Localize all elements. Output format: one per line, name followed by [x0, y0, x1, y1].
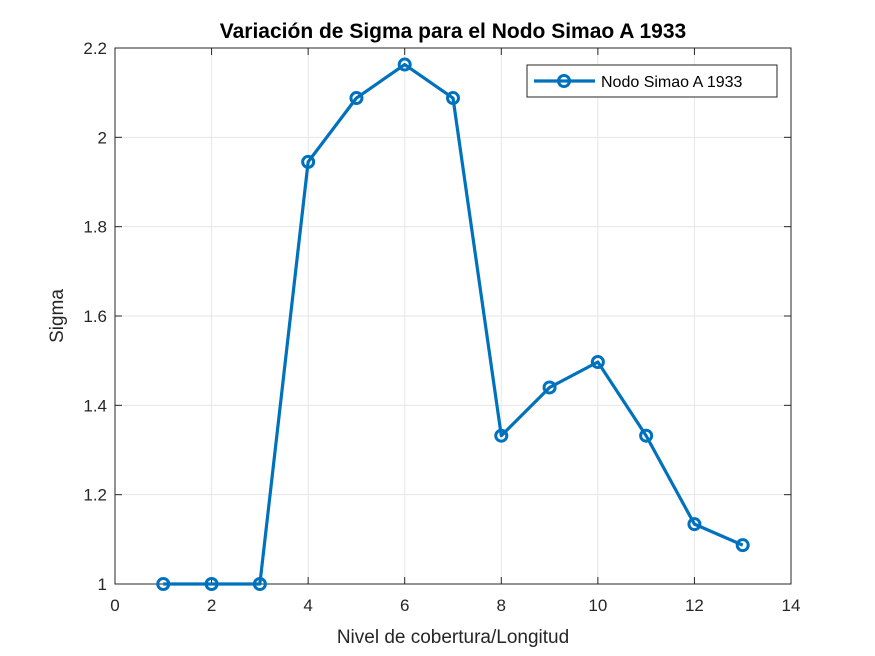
legend-marker [557, 74, 571, 88]
x-tick-label: 8 [497, 596, 506, 615]
data-point-marker [252, 577, 267, 591]
x-tick-label: 2 [207, 596, 216, 615]
data-point-marker [542, 380, 557, 395]
data-point-marker [590, 355, 605, 370]
data-point-marker [349, 91, 364, 106]
data-point-marker [446, 91, 460, 106]
data-point-marker [397, 57, 412, 72]
legend: Nodo Simao A 1933 [526, 64, 778, 98]
data-point-marker [735, 538, 750, 553]
series-layer [156, 57, 750, 591]
x-tick-label: 14 [782, 596, 801, 615]
data-point-marker [687, 517, 702, 532]
data-point-marker [639, 428, 654, 443]
data-point-marker [156, 577, 171, 591]
x-tick-label: 4 [303, 596, 312, 615]
x-tick-label: 0 [110, 596, 119, 615]
data-point-marker [204, 577, 219, 591]
y-tick-label: 2.2 [83, 39, 107, 58]
y-tick-label: 1 [98, 575, 107, 594]
y-tick-label: 1.8 [83, 218, 107, 237]
ticks: 0 2 4 6 8 10 12 14 1 1.2 1.4 1.6 1.8 2 2.2 [83, 39, 800, 615]
y-axis-label: Sigma [47, 289, 68, 343]
data-point-marker [301, 154, 316, 169]
y-tick-label: 1.4 [83, 396, 107, 415]
series-line [163, 62, 744, 586]
y-tick-label: 1.6 [83, 307, 107, 326]
legend-entry-label: Nodo Simao A 1933 [601, 74, 743, 91]
y-tick-label: 2 [98, 128, 107, 147]
x-tick-label: 10 [588, 596, 607, 615]
chart-title: Variación de Sigma para el Nodo Simao A … [220, 20, 686, 43]
y-tick-label: 1.2 [83, 486, 107, 505]
x-tick-label: 12 [685, 596, 704, 615]
data-point-marker [494, 428, 509, 443]
x-axis-label: Nivel de cobertura/Longitud [337, 627, 569, 648]
x-tick-label: 6 [400, 596, 409, 615]
